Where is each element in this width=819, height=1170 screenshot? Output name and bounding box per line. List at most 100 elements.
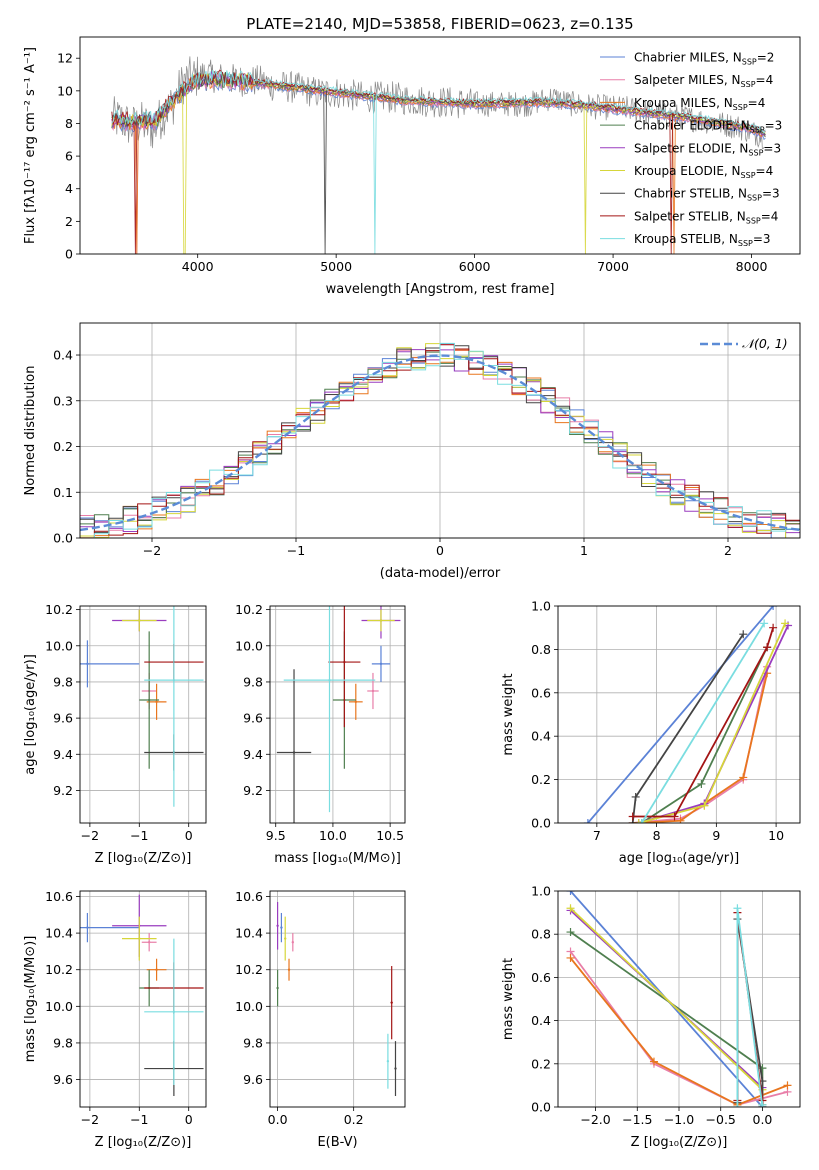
x-tick-label: 4000 bbox=[182, 259, 214, 274]
y-tick-label: 10.4 bbox=[235, 926, 263, 941]
legend-n-prefix: , N bbox=[725, 51, 742, 65]
series-marker bbox=[739, 773, 748, 782]
legend-model: Salpeter MILES bbox=[634, 73, 724, 87]
y-tick-label: 10.2 bbox=[45, 602, 73, 617]
y-tick-label: 0.8 bbox=[531, 642, 551, 657]
series-marker bbox=[760, 619, 769, 628]
y-tick-label: 9.4 bbox=[53, 747, 73, 762]
chart-panel-8: −2.0 −1.5 −1.0 −0.5 0.0 0.0 0.2 0.4 0.6 0.8 1.0 Z [… bbox=[501, 884, 801, 1150]
series-line bbox=[638, 625, 789, 823]
legend-n-prefix: , N bbox=[730, 187, 747, 201]
legend-n-eq: = bbox=[765, 119, 775, 133]
legend-model: Chabrier MILES bbox=[634, 51, 725, 65]
chart-panel-3: −2 −1 0 9.2 9.4 9.6 9.8 10.0 10.2 Z [log₁₀(Z/Z⊙)]… bbox=[23, 602, 207, 866]
series-marker bbox=[781, 619, 790, 628]
series-marker bbox=[566, 891, 575, 895]
legend-entry: Salpeter ELODIE, NSSP=3 bbox=[634, 141, 781, 157]
x-tick-label: 8000 bbox=[736, 259, 768, 274]
x-tick-label: −2 bbox=[81, 828, 99, 843]
legend-n-subscript: SSP bbox=[750, 126, 765, 135]
x-tick-label: −1 bbox=[287, 543, 305, 558]
legend-entry: Salpeter STELIB, NSSP=4 bbox=[634, 209, 778, 225]
data-point bbox=[292, 751, 296, 754]
data-point bbox=[328, 678, 331, 682]
chart-panel-2: −2 −1 0 1 2 0.0 0.1 0.2 0.3 0.4 (data-model)/error… bbox=[23, 322, 801, 581]
data-point bbox=[284, 937, 287, 940]
x-tick-label: 0 bbox=[436, 543, 444, 558]
plot-area bbox=[111, 56, 766, 254]
legend-n-subscript: SSP bbox=[748, 148, 763, 157]
data-point bbox=[155, 968, 158, 971]
legend-n-subscript: SSP bbox=[747, 194, 762, 203]
legend-n-eq: = bbox=[756, 164, 766, 178]
legend-model: Chabrier ELODIE bbox=[634, 119, 733, 133]
data-point bbox=[86, 662, 89, 666]
y-axis-label: Flux [fλ10⁻¹⁷ erg cm⁻² s⁻¹ A⁻¹] bbox=[23, 47, 38, 244]
chart-panel-5: 7 8 9 10 0.0 0.2 0.4 0.6 0.8 1.0 age [log₁₀(age/yr… bbox=[501, 599, 801, 866]
series-line bbox=[587, 606, 774, 823]
legend-n-subscript: SSP bbox=[738, 239, 753, 248]
legend-n-prefix: , N bbox=[733, 119, 750, 133]
x-axis-label: Z [log₁₀(Z/Z⊙)] bbox=[631, 1135, 728, 1150]
x-tick-label: −2.0 bbox=[580, 1112, 610, 1127]
y-tick-label: 0.0 bbox=[531, 816, 551, 831]
data-point bbox=[386, 1060, 390, 1063]
y-tick-label: 0.0 bbox=[531, 1100, 551, 1115]
axes-frame bbox=[269, 605, 406, 824]
series-marker bbox=[676, 816, 685, 823]
y-tick-label: 0.2 bbox=[53, 439, 73, 454]
chart-panel-6: −2 −1 0 9.6 9.8 10.0 10.2 10.4 10.6 Z [log₁₀(Z/Z⊙… bbox=[23, 889, 207, 1150]
legend-n-prefix: , N bbox=[732, 141, 749, 155]
series-marker bbox=[566, 904, 575, 913]
series-marker bbox=[566, 928, 575, 937]
series-marker bbox=[700, 801, 709, 810]
axes-frame bbox=[79, 605, 207, 824]
chart-panel-7: 0.0 0.2 9.6 9.8 10.0 10.2 10.4 10.6 E(B-V) bbox=[235, 889, 406, 1150]
x-tick-label: 0 bbox=[185, 1112, 193, 1127]
series-marker bbox=[649, 1057, 658, 1066]
series-line bbox=[631, 633, 744, 823]
series-marker bbox=[769, 623, 778, 632]
legend-n-value: 3 bbox=[775, 119, 783, 133]
y-tick-label: 0.2 bbox=[531, 1056, 551, 1071]
y-tick-label: 0.0 bbox=[53, 531, 73, 546]
x-axis-label: age [log₁₀(age/yr)] bbox=[619, 851, 740, 866]
x-tick-label: 8 bbox=[653, 828, 661, 843]
legend-n-prefix: , N bbox=[721, 232, 738, 246]
figure-title: PLATE=2140, MJD=53858, FIBERID=0623, z=0… bbox=[246, 15, 633, 33]
data-point bbox=[147, 941, 151, 944]
data-point bbox=[155, 700, 158, 704]
legend-n-eq: = bbox=[756, 73, 766, 87]
model-spectrum-line bbox=[111, 69, 766, 254]
y-tick-label: 0.3 bbox=[53, 393, 73, 408]
legend-n-value: 4 bbox=[758, 96, 766, 110]
series-marker bbox=[758, 1100, 767, 1107]
series-marker bbox=[739, 630, 748, 639]
x-tick-label: −2 bbox=[143, 543, 161, 558]
legend-n-prefix: , N bbox=[729, 209, 746, 223]
x-axis-label: Z [log₁₀(Z/Z⊙)] bbox=[95, 1135, 192, 1150]
data-point bbox=[86, 926, 89, 929]
series-marker bbox=[733, 904, 742, 913]
legend-entry: Chabrier MILES, NSSP=2 bbox=[634, 51, 774, 67]
y-tick-label: 1.0 bbox=[531, 884, 551, 899]
y-tick-label: 9.8 bbox=[53, 674, 73, 689]
y-tick-label: 10.0 bbox=[235, 638, 263, 653]
x-axis-label: wavelength [Angstrom, rest frame] bbox=[326, 282, 555, 297]
series-marker bbox=[697, 779, 706, 788]
legend-entry: Chabrier ELODIE, NSSP=3 bbox=[634, 119, 782, 135]
legend-n-eq: = bbox=[757, 51, 767, 65]
data-point bbox=[291, 941, 295, 944]
data-point bbox=[172, 1010, 176, 1014]
legend-model: Kroupa STELIB bbox=[634, 232, 721, 246]
data-point bbox=[394, 1067, 397, 1070]
y-tick-label: 9.6 bbox=[243, 1072, 263, 1087]
y-tick-label: 2 bbox=[65, 214, 73, 229]
series-marker bbox=[634, 819, 643, 823]
series-line bbox=[640, 622, 765, 823]
legend-model: Kroupa ELODIE bbox=[634, 164, 724, 178]
x-tick-label: 7 bbox=[593, 828, 601, 843]
legend-entry: Salpeter MILES, NSSP=4 bbox=[634, 73, 773, 89]
series-line bbox=[632, 627, 774, 818]
